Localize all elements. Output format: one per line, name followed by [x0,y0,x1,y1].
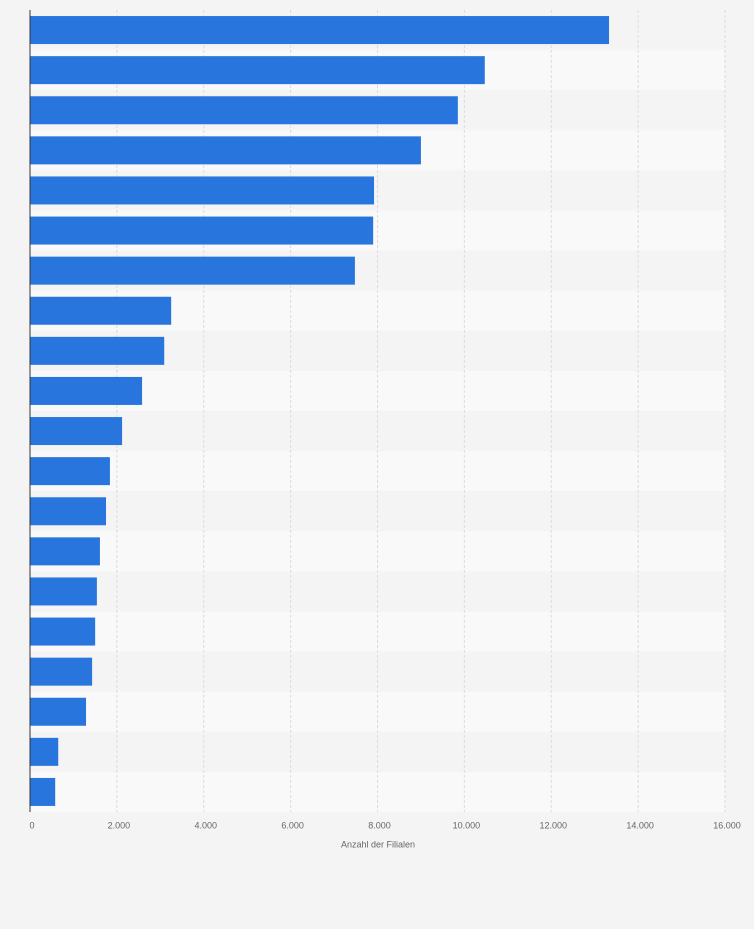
bar [30,577,97,606]
bar [30,256,355,285]
bar [30,417,123,446]
bar [30,136,421,165]
bar [30,336,165,365]
bar [30,537,100,566]
bar [30,56,485,85]
x-tick-label: 0 [29,820,34,830]
bar [30,376,143,405]
x-tick-label: 10.000 [453,820,481,830]
bar [30,617,96,646]
x-axis-label: Anzahl der Filialen [341,839,415,849]
bar [30,777,56,806]
x-tick-label: 2.000 [108,820,131,830]
x-tick-label: 8.000 [368,820,391,830]
x-tick-label: 12.000 [539,820,567,830]
bar [30,697,87,726]
x-tick-label: 6.000 [281,820,304,830]
x-tick-label: 14.000 [626,820,654,830]
bar [30,657,93,686]
bar [30,457,110,486]
x-tick-label: 4.000 [194,820,217,830]
x-tick-label: 16.000 [713,820,741,830]
bar [30,216,374,245]
bar [30,737,59,766]
bar [30,497,107,526]
bar [30,296,172,325]
bar [30,96,458,125]
bar [30,16,610,45]
bar [30,176,375,205]
